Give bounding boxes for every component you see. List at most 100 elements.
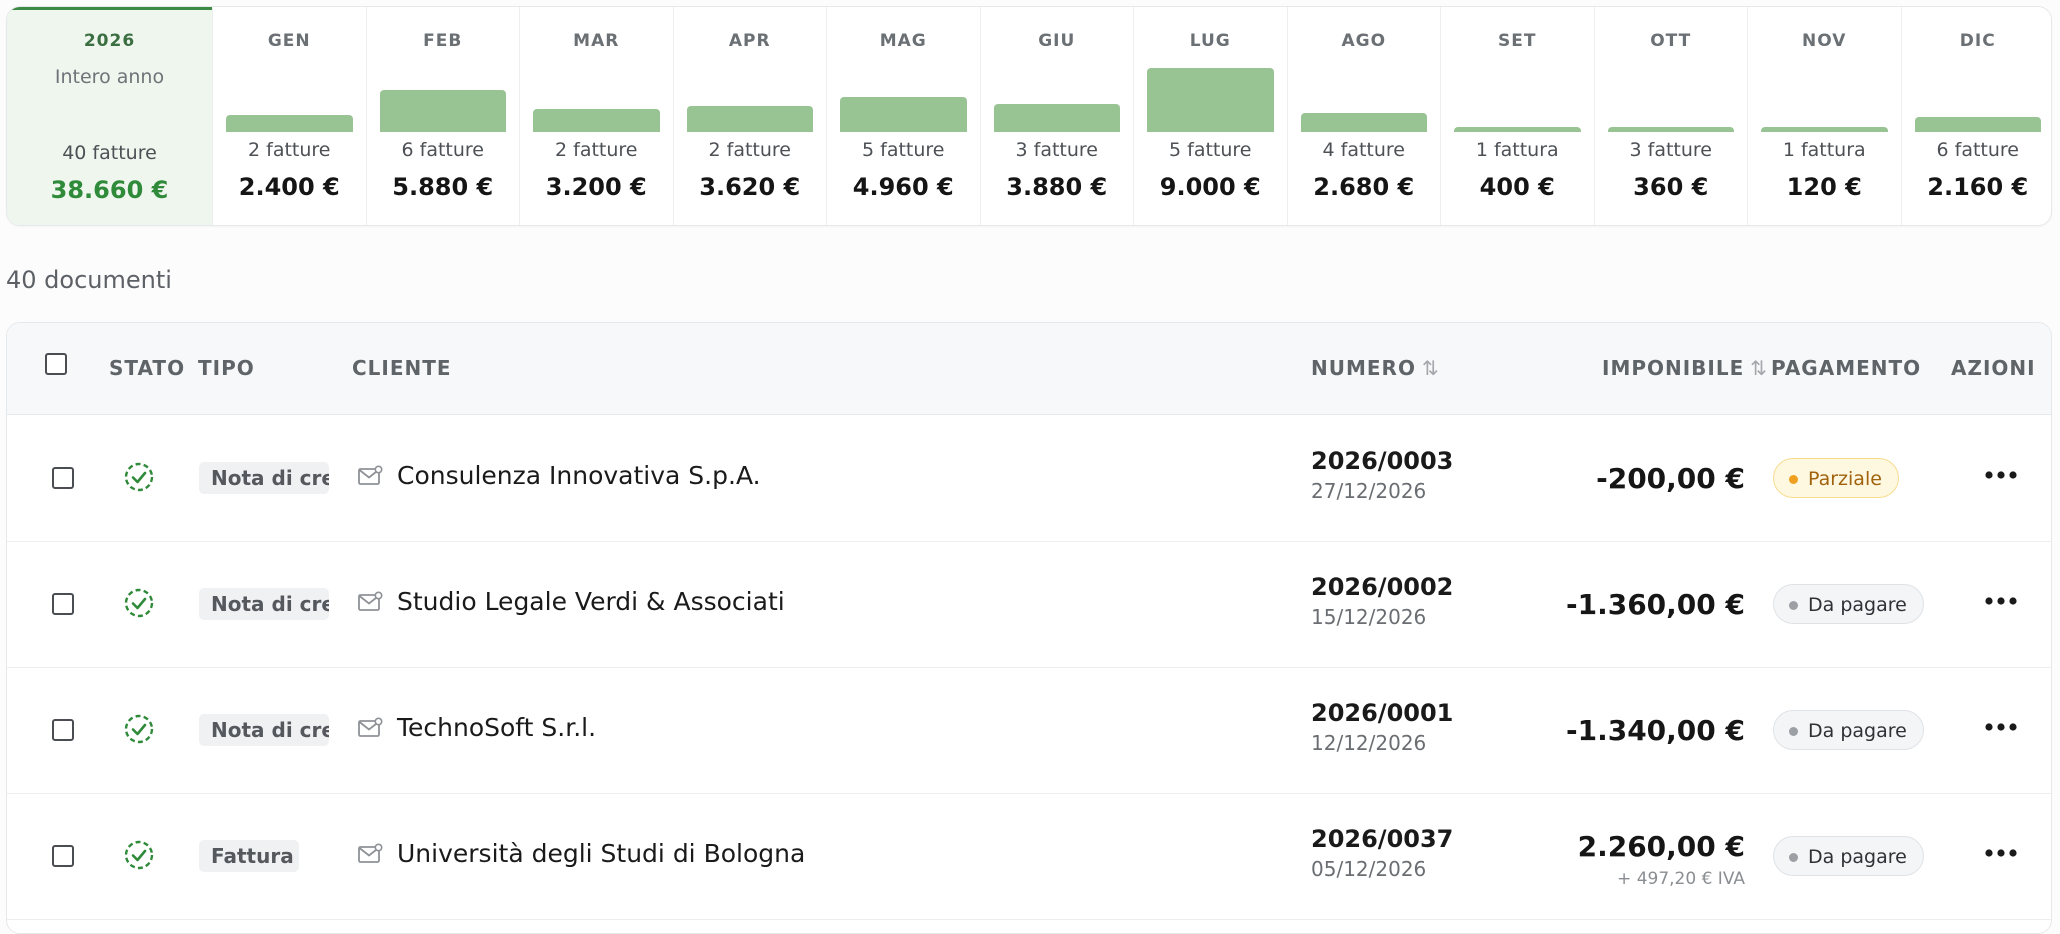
payment-status-label: Parziale — [1808, 468, 1882, 490]
document-type-badge: Fattura — [199, 840, 299, 872]
document-number[interactable]: 2026/0002 — [1311, 573, 1454, 601]
more-actions-icon[interactable] — [1984, 843, 2018, 857]
year-sublabel: Intero anno — [54, 66, 165, 88]
month-invoice-count: 3 fatture — [1015, 139, 1099, 161]
year-label: 2026 — [83, 31, 136, 51]
month-bar — [1147, 68, 1274, 132]
payment-status-label: Da pagare — [1808, 594, 1907, 616]
month-invoice-count: 1 fattura — [1782, 139, 1866, 161]
client-name[interactable]: Università degli Studi di Bologna — [397, 839, 806, 868]
month-bar-area — [1300, 62, 1427, 132]
month-label: SET — [1498, 31, 1537, 51]
month-invoice-count: 5 fatture — [1169, 139, 1252, 161]
month-bar — [226, 115, 353, 132]
month-label: GIU — [1038, 31, 1076, 51]
month-bar — [1761, 127, 1888, 132]
month-card-lug[interactable]: LUG 5 fatture 9.000 € — [1133, 7, 1287, 225]
table-row[interactable]: Fattura Università degli Studi di Bologna… — [7, 793, 2051, 920]
month-bar-area — [1607, 62, 1734, 132]
monthly-summary: 2026 Intero anno 40 fatture 38.660 € GEN… — [6, 6, 2052, 226]
month-bar-area — [1147, 62, 1274, 132]
month-bar-area — [533, 62, 660, 132]
month-card-feb[interactable]: FEB 6 fatture 5.880 € — [365, 7, 520, 225]
month-label: MAR — [573, 31, 620, 51]
status-dot-icon — [1789, 727, 1798, 736]
email-sent-icon[interactable] — [357, 843, 383, 865]
payment-status-badge[interactable]: Da pagare — [1773, 836, 1924, 876]
client-name[interactable]: Consulenza Innovativa S.p.A. — [397, 461, 761, 490]
month-card-mag[interactable]: MAG 5 fatture 4.960 € — [826, 7, 980, 225]
client-name[interactable]: TechnoSoft S.r.l. — [397, 713, 597, 742]
header-numero[interactable]: NUMERO ⇅ — [1311, 356, 1440, 380]
year-invoice-count: 40 fatture — [62, 142, 157, 164]
month-bar — [1454, 127, 1581, 132]
document-type-badge: Nota di credito — [199, 588, 329, 620]
row-checkbox[interactable] — [52, 719, 74, 741]
more-actions-icon[interactable] — [1984, 465, 2018, 479]
status-dot-icon — [1789, 475, 1798, 484]
header-tipo: TIPO — [198, 356, 255, 380]
payment-status-badge[interactable]: Da pagare — [1773, 710, 1924, 750]
header-azioni: AZIONI — [1951, 356, 2036, 380]
table-row[interactable]: Nota di credito Studio Legale Verdi & Ass… — [7, 541, 2051, 668]
document-number[interactable]: 2026/0037 — [1311, 825, 1454, 853]
email-sent-icon[interactable] — [357, 591, 383, 613]
status-check-icon — [124, 840, 154, 870]
payment-status-badge[interactable]: Da pagare — [1773, 584, 1924, 624]
table-row[interactable]: Nota di credito TechnoSoft S.r.l. 2026/000… — [7, 667, 2051, 794]
sort-arrows-icon[interactable]: ⇅ — [1421, 356, 1440, 380]
sort-arrows-icon[interactable]: ⇅ — [1750, 356, 1769, 380]
month-card-nov[interactable]: NOV 1 fattura 120 € — [1747, 7, 1901, 225]
month-card-dic[interactable]: DIC 6 fatture 2.160 € — [1900, 7, 2052, 225]
payment-status-label: Da pagare — [1808, 720, 1907, 742]
month-label: DIC — [1959, 31, 1996, 51]
document-number[interactable]: 2026/0003 — [1311, 447, 1454, 475]
month-card-giu[interactable]: GIU 3 fatture 3.880 € — [979, 7, 1134, 225]
document-number[interactable]: 2026/0001 — [1311, 699, 1454, 727]
month-bar — [1300, 113, 1427, 132]
month-invoice-count: 4 fatture — [1322, 139, 1406, 161]
month-amount: 2.400 € — [238, 173, 340, 201]
row-checkbox[interactable] — [52, 467, 74, 489]
month-card-mar[interactable]: MAR 2 fatture 3.200 € — [519, 7, 673, 225]
document-date: 15/12/2026 — [1311, 605, 1427, 629]
payment-status-badge[interactable]: Parziale — [1773, 458, 1899, 498]
month-card-gen[interactable]: GEN 2 fatture 2.400 € — [212, 7, 366, 225]
month-amount: 360 € — [1633, 173, 1709, 201]
row-checkbox[interactable] — [52, 845, 74, 867]
month-card-ago[interactable]: AGO 4 fatture 2.680 € — [1286, 7, 1441, 225]
month-amount: 2.160 € — [1927, 173, 2029, 201]
month-amount: 3.200 € — [545, 173, 647, 201]
month-label: AGO — [1341, 31, 1387, 51]
more-actions-icon[interactable] — [1984, 717, 2018, 731]
month-card-apr[interactable]: APR 2 fatture 3.620 € — [672, 7, 827, 225]
email-sent-icon[interactable] — [357, 717, 383, 739]
month-invoice-count: 2 fatture — [555, 139, 638, 161]
documents-table: STATO TIPO CLIENTE NUMERO ⇅ IMPONIBILE ⇅ P… — [6, 322, 2052, 934]
month-bar-area — [686, 62, 813, 132]
month-label: NOV — [1802, 31, 1847, 51]
status-dot-icon — [1789, 853, 1798, 862]
month-label: OTT — [1650, 31, 1692, 51]
row-checkbox[interactable] — [52, 593, 74, 615]
email-sent-icon[interactable] — [357, 465, 383, 487]
document-date: 27/12/2026 — [1311, 479, 1427, 503]
month-card-ott[interactable]: OTT 3 fatture 360 € — [1593, 7, 1748, 225]
client-name[interactable]: Studio Legale Verdi & Associati — [397, 587, 785, 616]
month-card-set[interactable]: SET 1 fattura 400 € — [1440, 7, 1594, 225]
month-amount: 4.960 € — [852, 173, 954, 201]
select-all-checkbox[interactable] — [45, 353, 67, 375]
payment-status-label: Da pagare — [1808, 846, 1907, 868]
month-bar — [533, 109, 660, 132]
table-row[interactable]: Nota di credito Consulenza Innovativa S.p… — [7, 415, 2051, 542]
status-dot-icon — [1789, 601, 1798, 610]
month-invoice-count: 1 fattura — [1475, 139, 1559, 161]
more-actions-icon[interactable] — [1984, 591, 2018, 605]
year-summary-card[interactable]: 2026 Intero anno 40 fatture 38.660 € — [7, 7, 212, 225]
header-stato: STATO — [109, 356, 186, 380]
month-bar-area — [840, 62, 967, 132]
month-bar — [1607, 127, 1734, 132]
header-imponibile[interactable]: IMPONIBILE ⇅ — [1602, 356, 1768, 380]
month-label: GEN — [267, 31, 311, 51]
header-numero-label: NUMERO — [1311, 356, 1416, 380]
